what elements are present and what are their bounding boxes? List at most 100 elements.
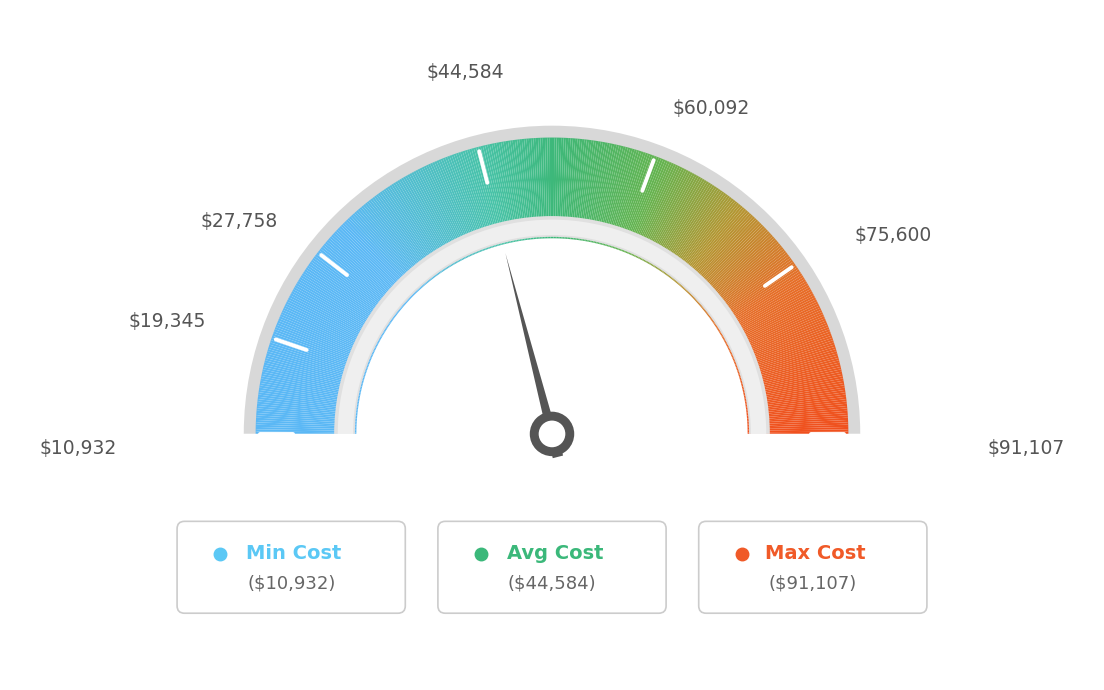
Wedge shape — [609, 150, 641, 248]
Wedge shape — [397, 180, 452, 267]
Wedge shape — [341, 224, 414, 297]
Wedge shape — [327, 239, 404, 307]
Wedge shape — [718, 275, 804, 331]
Wedge shape — [744, 374, 842, 396]
Wedge shape — [328, 238, 405, 306]
Wedge shape — [737, 338, 834, 372]
Wedge shape — [256, 431, 357, 434]
Wedge shape — [700, 239, 777, 307]
Wedge shape — [508, 141, 524, 241]
Wedge shape — [566, 138, 575, 239]
Wedge shape — [726, 302, 818, 348]
Wedge shape — [274, 329, 369, 366]
Wedge shape — [597, 146, 624, 244]
Wedge shape — [372, 197, 435, 279]
Wedge shape — [346, 219, 417, 293]
Wedge shape — [317, 253, 397, 315]
Wedge shape — [296, 283, 383, 335]
Wedge shape — [729, 308, 821, 352]
Wedge shape — [572, 139, 584, 239]
Wedge shape — [256, 408, 357, 419]
Wedge shape — [478, 146, 505, 244]
Circle shape — [530, 412, 574, 456]
Wedge shape — [745, 388, 845, 405]
Wedge shape — [665, 191, 724, 275]
Wedge shape — [285, 304, 376, 349]
Wedge shape — [614, 152, 648, 249]
Wedge shape — [702, 243, 781, 309]
Wedge shape — [261, 378, 360, 399]
Wedge shape — [407, 174, 458, 264]
Wedge shape — [575, 139, 590, 240]
Wedge shape — [452, 155, 487, 250]
Wedge shape — [524, 139, 535, 239]
Wedge shape — [711, 262, 795, 322]
Wedge shape — [668, 195, 730, 277]
Wedge shape — [299, 277, 386, 332]
Wedge shape — [378, 193, 438, 276]
Wedge shape — [682, 213, 752, 289]
Text: $91,107: $91,107 — [988, 440, 1065, 458]
Wedge shape — [263, 369, 361, 393]
Wedge shape — [465, 150, 496, 247]
Wedge shape — [650, 177, 703, 266]
Wedge shape — [740, 351, 837, 381]
Wedge shape — [664, 190, 722, 274]
Wedge shape — [361, 206, 427, 284]
Wedge shape — [369, 199, 432, 280]
Wedge shape — [651, 179, 704, 266]
Wedge shape — [420, 168, 466, 259]
Wedge shape — [643, 171, 691, 261]
Wedge shape — [631, 163, 673, 255]
Wedge shape — [410, 173, 459, 262]
Wedge shape — [747, 429, 848, 433]
Wedge shape — [391, 184, 447, 270]
Wedge shape — [728, 304, 819, 349]
Wedge shape — [733, 323, 828, 362]
Wedge shape — [746, 406, 847, 417]
Wedge shape — [747, 417, 848, 425]
Wedge shape — [690, 224, 763, 297]
Wedge shape — [339, 226, 413, 298]
Wedge shape — [533, 138, 541, 239]
Wedge shape — [693, 229, 768, 300]
Wedge shape — [331, 235, 407, 304]
Wedge shape — [476, 147, 503, 245]
Wedge shape — [585, 142, 605, 242]
Wedge shape — [517, 139, 531, 239]
Wedge shape — [503, 141, 521, 241]
Wedge shape — [652, 180, 707, 267]
Wedge shape — [266, 353, 363, 382]
Wedge shape — [571, 139, 582, 239]
Wedge shape — [635, 166, 680, 257]
Wedge shape — [349, 216, 420, 291]
Wedge shape — [363, 204, 428, 283]
Wedge shape — [426, 165, 470, 257]
Wedge shape — [335, 231, 410, 301]
Wedge shape — [747, 415, 848, 423]
Wedge shape — [584, 141, 603, 242]
Wedge shape — [273, 333, 368, 369]
Wedge shape — [725, 295, 815, 344]
Wedge shape — [604, 148, 633, 246]
Text: $75,600: $75,600 — [854, 226, 932, 246]
Wedge shape — [580, 141, 596, 241]
Wedge shape — [463, 150, 495, 248]
Wedge shape — [633, 164, 676, 256]
Wedge shape — [569, 139, 580, 239]
Wedge shape — [739, 347, 836, 378]
Wedge shape — [520, 139, 532, 239]
Wedge shape — [747, 408, 848, 419]
Wedge shape — [335, 216, 769, 434]
Text: $10,932: $10,932 — [39, 440, 116, 458]
Wedge shape — [718, 277, 805, 332]
Wedge shape — [320, 247, 401, 312]
Wedge shape — [715, 271, 802, 328]
Wedge shape — [280, 312, 374, 355]
Wedge shape — [662, 189, 721, 273]
Wedge shape — [736, 333, 831, 369]
Wedge shape — [556, 137, 561, 239]
Wedge shape — [743, 369, 841, 393]
Wedge shape — [380, 191, 439, 275]
Wedge shape — [257, 399, 358, 413]
